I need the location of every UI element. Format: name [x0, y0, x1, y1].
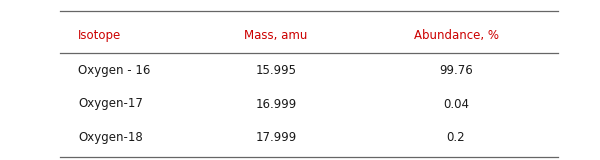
Text: Oxygen-17: Oxygen-17	[78, 97, 143, 111]
Text: Oxygen - 16: Oxygen - 16	[78, 64, 151, 77]
Text: 17.999: 17.999	[256, 131, 296, 144]
Text: 16.999: 16.999	[256, 97, 296, 111]
Text: Mass, amu: Mass, amu	[244, 29, 308, 42]
Text: Isotope: Isotope	[78, 29, 121, 42]
Text: Abundance, %: Abundance, %	[413, 29, 499, 42]
Text: 15.995: 15.995	[256, 64, 296, 77]
Text: Oxygen-18: Oxygen-18	[78, 131, 143, 144]
Text: 99.76: 99.76	[439, 64, 473, 77]
Text: 0.04: 0.04	[443, 97, 469, 111]
Text: 0.2: 0.2	[446, 131, 466, 144]
